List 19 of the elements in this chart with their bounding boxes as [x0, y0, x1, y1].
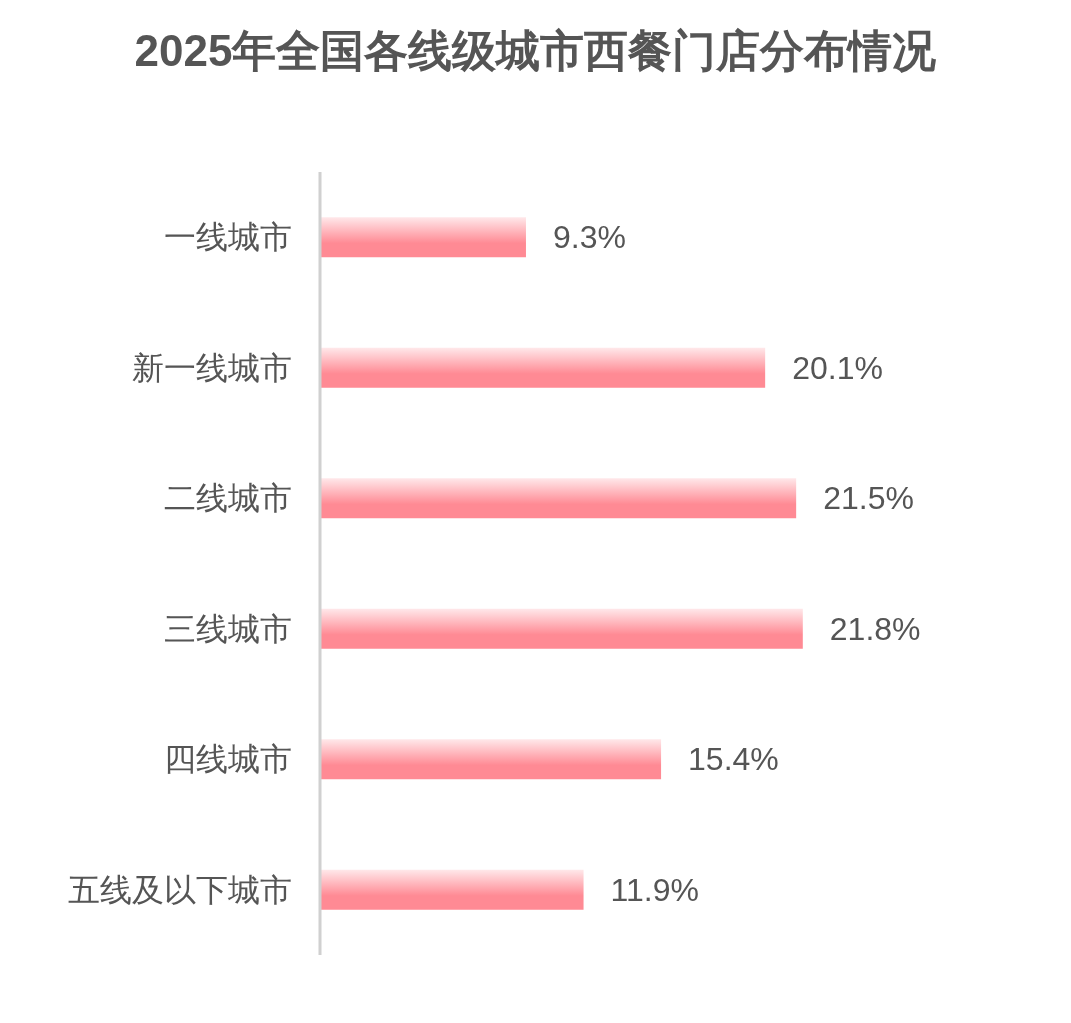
- data-label: 9.3%: [552, 219, 626, 256]
- chart-title: 2025年全国各线级城市西餐门店分布情况: [134, 25, 937, 75]
- bar: [320, 608, 803, 649]
- y-tick-label: 二线城市: [164, 480, 292, 517]
- y-tick-label: 三线城市: [164, 610, 292, 647]
- data-label: 21.5%: [823, 480, 914, 517]
- y-tick-label: 新一线城市: [132, 349, 292, 386]
- data-label: 11.9%: [610, 871, 699, 908]
- bar: [320, 478, 797, 519]
- bar: [320, 347, 766, 388]
- y-tick-label: 一线城市: [164, 219, 292, 256]
- data-label: 21.8%: [829, 610, 921, 647]
- bar: [320, 869, 584, 910]
- data-label: 15.4%: [688, 741, 779, 778]
- y-tick-label: 四线城市: [164, 741, 292, 778]
- bar: [320, 739, 662, 780]
- bar: [320, 217, 526, 258]
- y-tick-label: 五线及以下城市: [68, 871, 292, 908]
- data-label: 20.1%: [792, 349, 883, 386]
